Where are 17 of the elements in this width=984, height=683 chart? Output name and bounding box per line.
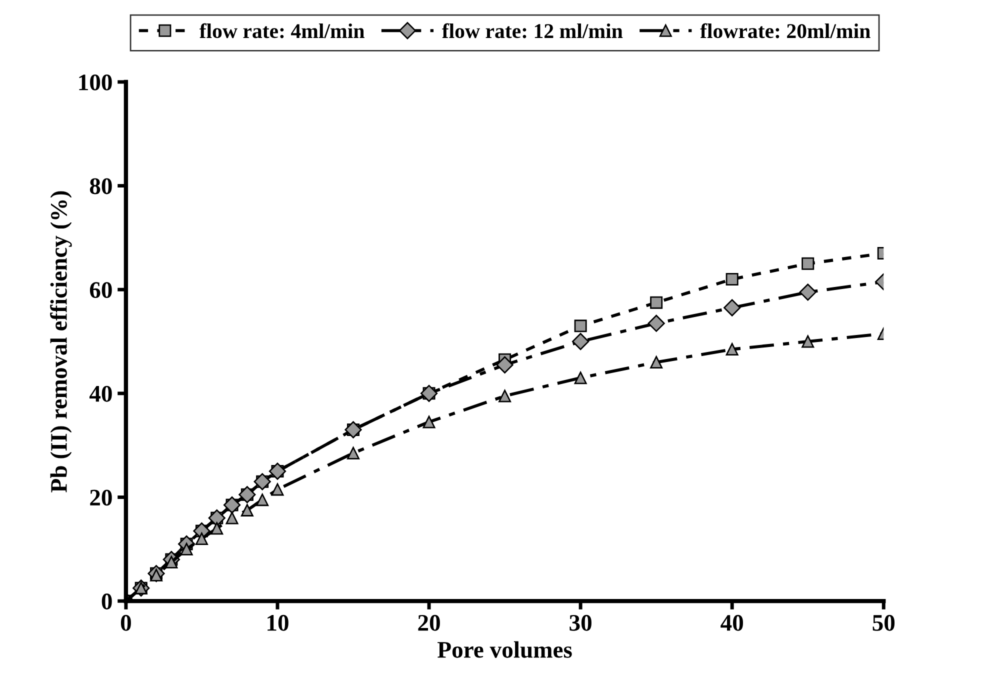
x-axis-title: Pore volumes [438,641,572,658]
y-tick-label: 40 [89,386,112,402]
y-axis-title: Pb (II) removal efficiency (%) [50,191,72,492]
x-tick-label: 40 [720,614,743,631]
y-tick-label: 60 [90,282,112,298]
y-tick-label: 0 [102,594,112,610]
y-tick-label: 80 [90,178,112,194]
legend-label: flow rate: 12 ml/min [442,23,623,38]
x-tick-label: 50 [872,614,895,631]
legend-label: flowrate: 20ml/min [700,23,870,38]
x-tick-label: 10 [268,614,288,631]
y-tick-label: 100 [79,74,112,90]
x-tick-label: 30 [570,614,592,631]
x-tick-label: 20 [418,614,440,631]
x-tick-label: 0 [120,614,131,631]
legend-label: flow rate: 4ml/min [199,23,364,38]
y-tick-label: 20 [90,490,112,506]
